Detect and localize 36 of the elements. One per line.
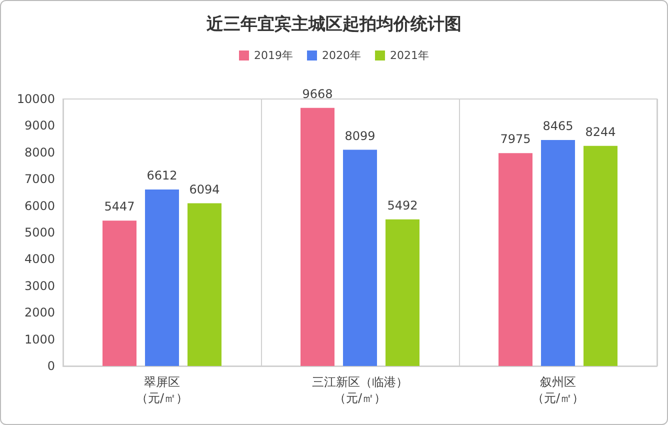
y-tick-label: 8000 [24, 145, 55, 160]
y-tick-label: 4000 [24, 252, 55, 266]
y-tick-label: 1000 [24, 332, 55, 346]
y-tick-label: 0 [47, 359, 55, 373]
x-tick-label: 翠屏区（元/㎡） [136, 375, 188, 405]
bar [541, 140, 575, 366]
x-tick-label: 叙州区（元/㎡） [532, 375, 584, 405]
legend-label: 2020年 [322, 49, 362, 62]
bar [188, 203, 222, 366]
data-label: 6094 [189, 182, 220, 196]
data-label: 8244 [585, 124, 616, 139]
bar [584, 146, 618, 366]
x-tick-label: 三江新区（临港）（元/㎡） [312, 375, 408, 405]
bar [386, 219, 420, 366]
data-label: 7975 [500, 132, 531, 146]
bar [498, 153, 532, 366]
y-tick-label: 6000 [24, 198, 55, 213]
data-label: 5492 [387, 198, 418, 212]
bar [145, 189, 179, 366]
y-tick-label: 3000 [24, 278, 55, 293]
legend-label: 2021年 [390, 49, 429, 62]
legend-label: 2019年 [254, 49, 294, 62]
data-label: 8465 [542, 118, 574, 133]
y-tick-label: 10000 [16, 92, 55, 106]
y-tick-label: 2000 [24, 306, 55, 320]
y-tick-label: 7000 [24, 172, 55, 186]
data-label: 8099 [344, 128, 376, 143]
data-label: 5447 [104, 200, 135, 214]
bar [102, 220, 136, 366]
chart-title: 近三年宜宾主城区起拍均价统计图 [206, 14, 462, 34]
bar [343, 150, 377, 366]
bar [300, 108, 334, 366]
y-tick-label: 9000 [24, 118, 55, 133]
y-tick-label: 5000 [24, 226, 55, 240]
data-label: 9668 [302, 86, 333, 101]
data-label: 6612 [146, 168, 178, 182]
